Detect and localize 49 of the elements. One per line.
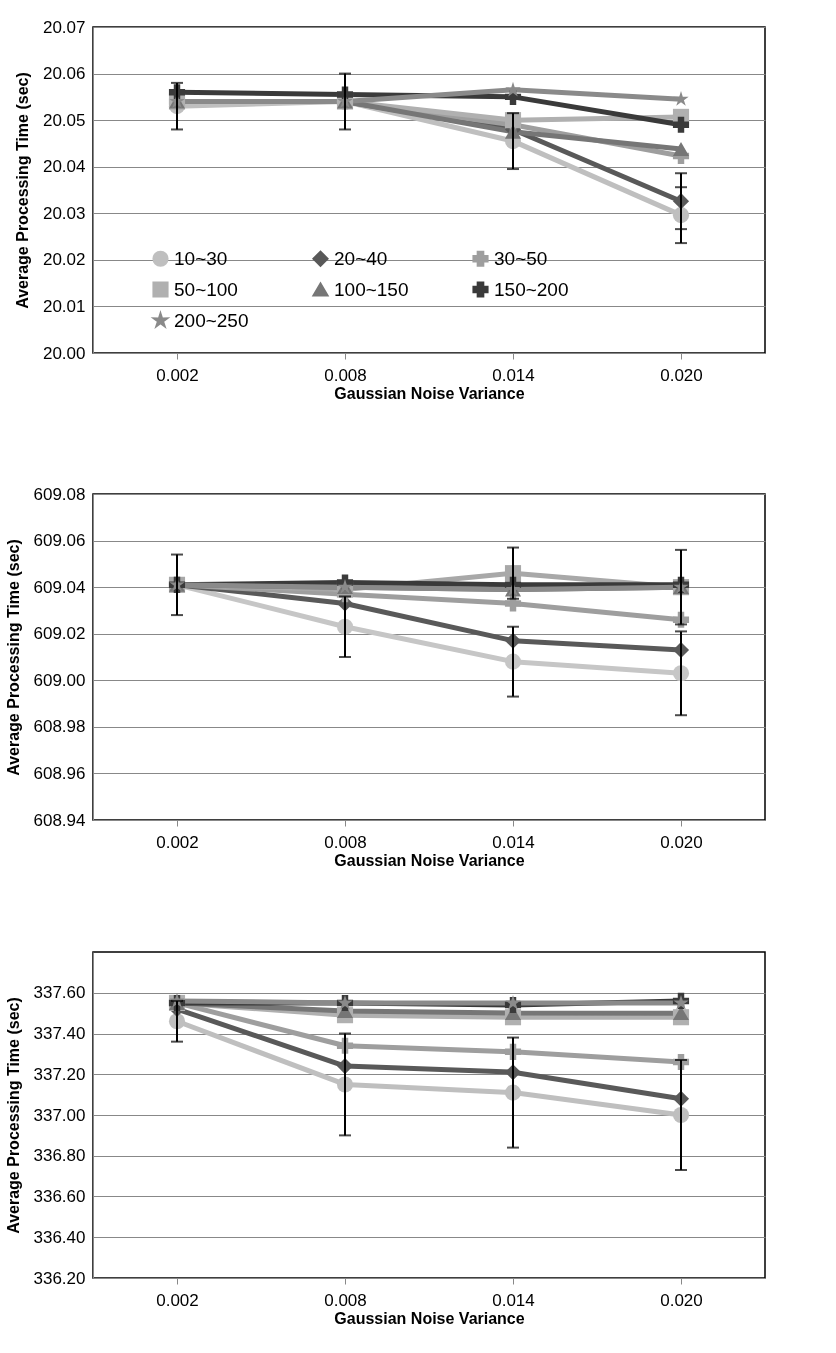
y-tick-label: 20.07 — [42, 17, 86, 37]
x-tick-label: 0.002 — [156, 832, 199, 852]
legend-label: 50~100 — [174, 278, 238, 300]
y-axis-title: Average Processing Time (sec) — [13, 72, 31, 309]
y-tick-label: 609.08 — [33, 484, 86, 504]
x-tick-label: 0.020 — [660, 832, 703, 852]
y-tick-label: 20.03 — [42, 203, 86, 223]
x-tick-label: 0.020 — [660, 1290, 703, 1310]
x-tick-label: 0.014 — [492, 832, 535, 852]
y-tick-label: 609.04 — [33, 577, 86, 597]
y-tick-label: 336.80 — [33, 1146, 86, 1166]
y-tick-label: 608.96 — [33, 763, 86, 783]
y-tick-label: 20.05 — [42, 110, 86, 130]
legend-label: 10~30 — [174, 247, 228, 269]
legend-label: 20~40 — [334, 247, 388, 269]
x-tick-label: 0.008 — [324, 1290, 367, 1310]
x-tick-label: 0.014 — [492, 365, 535, 385]
x-axis-title: Gaussian Noise Variance — [334, 1309, 525, 1327]
legend-label: 200~250 — [174, 309, 249, 331]
y-tick-label: 20.02 — [42, 250, 86, 270]
x-tick-label: 0.002 — [156, 1290, 199, 1310]
x-tick-label: 0.008 — [324, 832, 367, 852]
x-tick-label: 0.002 — [156, 365, 199, 385]
x-tick-label: 0.020 — [660, 365, 703, 385]
x-tick-label: 0.008 — [324, 365, 367, 385]
y-tick-label: 608.94 — [33, 810, 86, 830]
x-axis-title: Gaussian Noise Variance — [334, 384, 525, 402]
y-tick-label: 20.01 — [42, 296, 86, 316]
y-tick-label: 337.00 — [33, 1105, 86, 1125]
y-tick-label: 20.00 — [42, 343, 86, 363]
x-tick-label: 0.014 — [492, 1290, 535, 1310]
y-tick-label: 336.20 — [33, 1268, 86, 1288]
y-tick-label: 20.06 — [42, 64, 86, 84]
y-tick-label: 337.40 — [33, 1024, 86, 1043]
legend-label: 150~200 — [494, 278, 569, 300]
legend-label: 30~50 — [494, 247, 548, 269]
y-tick-label: 337.20 — [33, 1064, 86, 1084]
y-tick-label: 609.02 — [33, 624, 86, 644]
y-tick-label: 336.60 — [33, 1187, 86, 1206]
y-tick-label: 337.60 — [33, 983, 86, 1003]
x-axis-title: Gaussian Noise Variance — [334, 851, 525, 869]
y-axis-title: Average Processing Time (sec) — [4, 539, 22, 776]
y-tick-label: 608.98 — [33, 717, 86, 737]
y-axis-title: Average Processing Time (sec) — [4, 997, 22, 1234]
y-tick-label: 609.00 — [33, 670, 86, 690]
y-tick-label: 20.04 — [42, 157, 86, 177]
y-tick-label: 336.40 — [33, 1227, 86, 1247]
legend-label: 100~150 — [334, 278, 409, 300]
y-tick-label: 609.06 — [33, 531, 86, 551]
